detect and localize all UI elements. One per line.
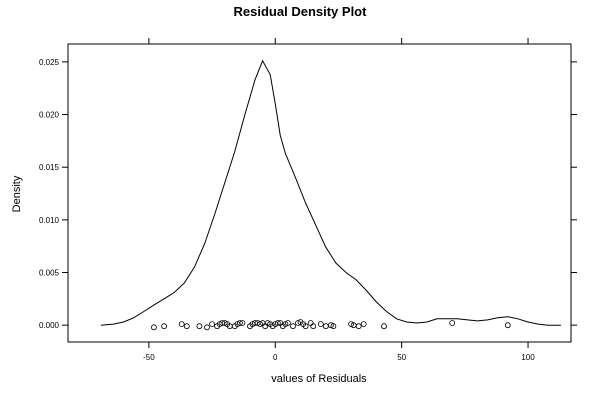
residual-point xyxy=(355,323,362,330)
residual-point xyxy=(204,324,210,331)
y-tick-label: 0.005 xyxy=(39,269,60,278)
residual-point xyxy=(196,323,203,330)
y-tick-label: 0.000 xyxy=(39,321,60,330)
x-tick-label: 0 xyxy=(273,353,278,362)
x-axis: -50 0 50 100 xyxy=(143,38,535,362)
y-tick-label: 0.010 xyxy=(39,216,60,225)
chart-title: Residual Density Plot xyxy=(234,4,368,19)
residual-point xyxy=(360,321,367,328)
x-tick-label: 100 xyxy=(521,353,535,362)
y-axis-label: Density xyxy=(11,175,23,212)
plot-frame xyxy=(67,43,572,343)
residual-point xyxy=(327,322,334,329)
residual-point xyxy=(449,320,456,326)
residual-point xyxy=(302,323,309,330)
y-tick-label: 0.020 xyxy=(39,111,60,120)
residual-point xyxy=(504,322,511,329)
residual-point xyxy=(290,323,296,330)
residual-point xyxy=(150,324,157,331)
residual-point xyxy=(322,323,329,330)
x-tick-label: -50 xyxy=(143,353,155,362)
x-axis-label: values of Residuals xyxy=(271,373,367,385)
residual-point xyxy=(381,323,387,330)
y-axis: 0.000 0.005 0.010 0.015 0.020 0.025 xyxy=(39,58,577,330)
residual-points xyxy=(150,319,511,331)
residual-point xyxy=(239,320,246,326)
residual-point xyxy=(161,323,168,330)
residual-point xyxy=(284,320,291,326)
y-tick-label: 0.025 xyxy=(39,58,60,67)
residual-point xyxy=(310,323,317,330)
x-tick-label: 50 xyxy=(397,353,406,362)
residual-point xyxy=(317,321,324,328)
residual-point xyxy=(209,321,216,328)
density-curve xyxy=(100,59,561,326)
residual-point xyxy=(330,323,337,330)
residual-point xyxy=(183,323,190,330)
residual-point xyxy=(236,320,243,326)
residual-point xyxy=(274,320,281,326)
y-tick-label: 0.015 xyxy=(39,163,60,172)
residual-point xyxy=(178,321,185,328)
